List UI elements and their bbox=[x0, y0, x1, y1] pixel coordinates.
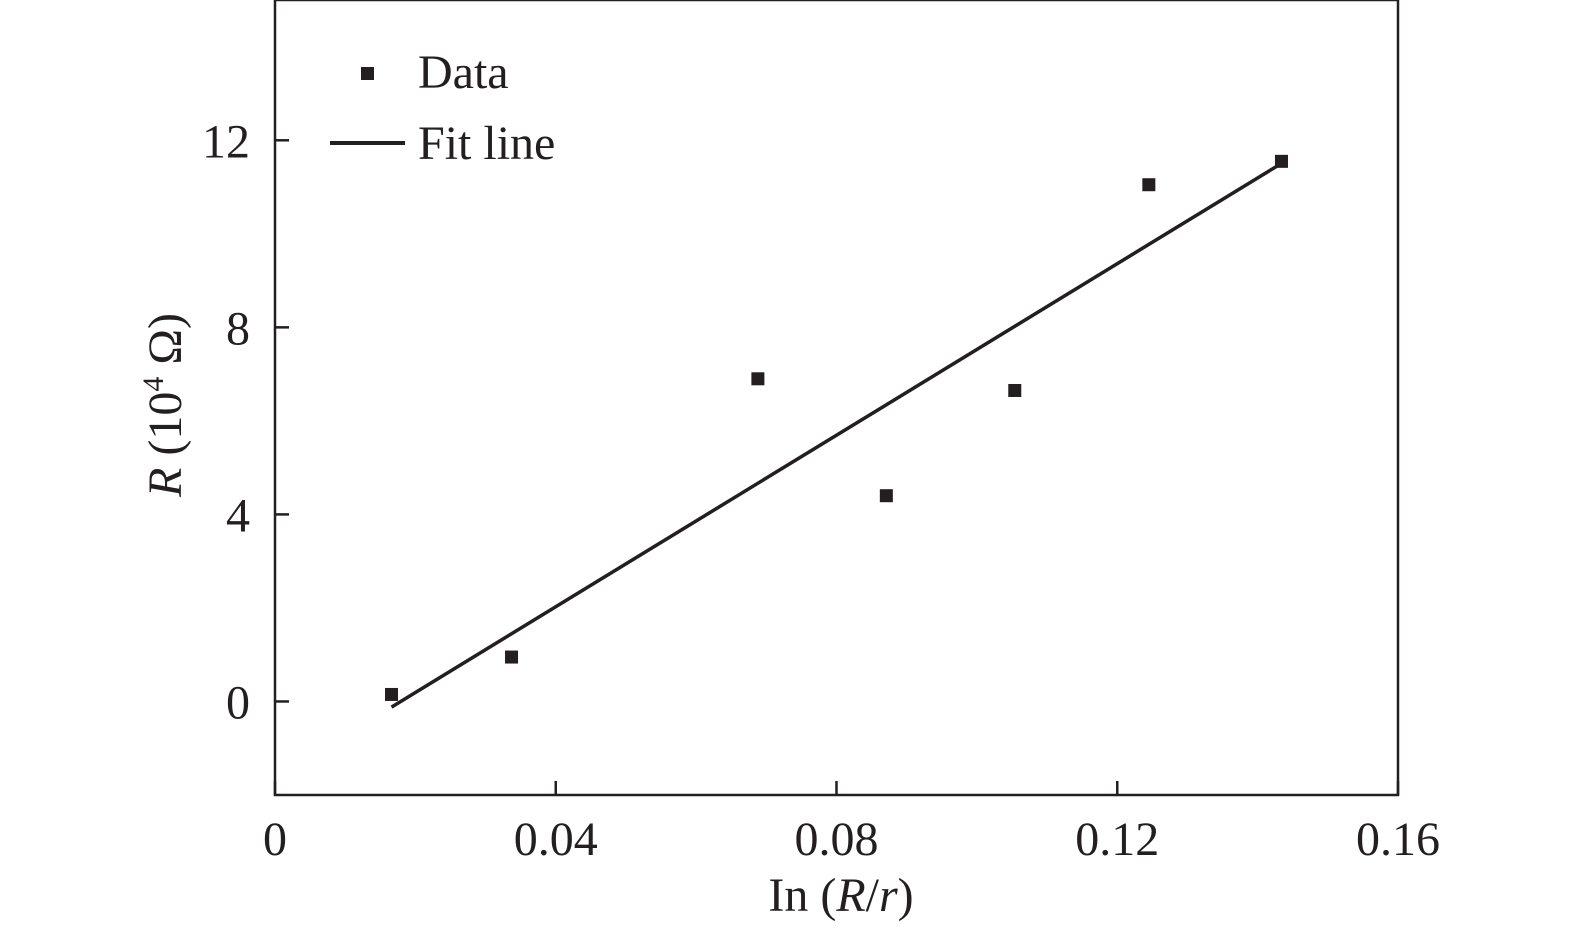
data-point bbox=[385, 687, 399, 701]
legend-fit-line-label: Fit line bbox=[418, 117, 555, 170]
x-axis-title-prefix: In ( bbox=[768, 869, 836, 922]
y-axis-title-var: R bbox=[139, 468, 192, 498]
data-point bbox=[1274, 154, 1288, 168]
y-axis-title-unit-open: (10 bbox=[139, 392, 192, 468]
x-axis-title-var-a: R bbox=[835, 869, 865, 922]
x-tick-label: 0.04 bbox=[514, 813, 598, 866]
x-axis-title-suffix: ) bbox=[898, 869, 914, 922]
fit-line bbox=[390, 163, 1280, 709]
x-tick-label: 0.08 bbox=[795, 813, 879, 866]
x-axis-ticks: 0 0.04 0.08 0.12 0.16 bbox=[263, 781, 1440, 866]
y-axis-title: R (104 Ω) bbox=[137, 313, 192, 498]
y-axis-title-unit-sup: 4 bbox=[137, 377, 170, 392]
x-tick-label: 0.16 bbox=[1356, 813, 1440, 866]
y-tick-label: 8 bbox=[226, 302, 250, 355]
data-point bbox=[505, 650, 519, 664]
legend-data-marker bbox=[361, 67, 374, 80]
y-tick-label: 12 bbox=[202, 115, 250, 168]
data-point bbox=[1142, 178, 1156, 192]
x-tick-label: 0.12 bbox=[1075, 813, 1159, 866]
y-tick-label: 4 bbox=[226, 489, 250, 542]
x-axis-title: In (R/r) bbox=[768, 869, 913, 922]
y-tick-label: 0 bbox=[226, 676, 250, 729]
series-layer bbox=[385, 154, 1288, 709]
data-point bbox=[751, 372, 765, 386]
x-tick-label: 0 bbox=[263, 813, 287, 866]
legend-data-label: Data bbox=[418, 46, 509, 99]
x-axis-title-var-b: r bbox=[879, 869, 898, 922]
x-axis-title-slash: / bbox=[866, 869, 880, 922]
data-point bbox=[1008, 383, 1022, 397]
legend: Data Fit line bbox=[330, 46, 555, 170]
data-point bbox=[879, 489, 893, 503]
y-axis-title-unit-close: Ω) bbox=[139, 313, 192, 377]
y-axis-ticks: 0 4 8 12 bbox=[202, 115, 289, 729]
